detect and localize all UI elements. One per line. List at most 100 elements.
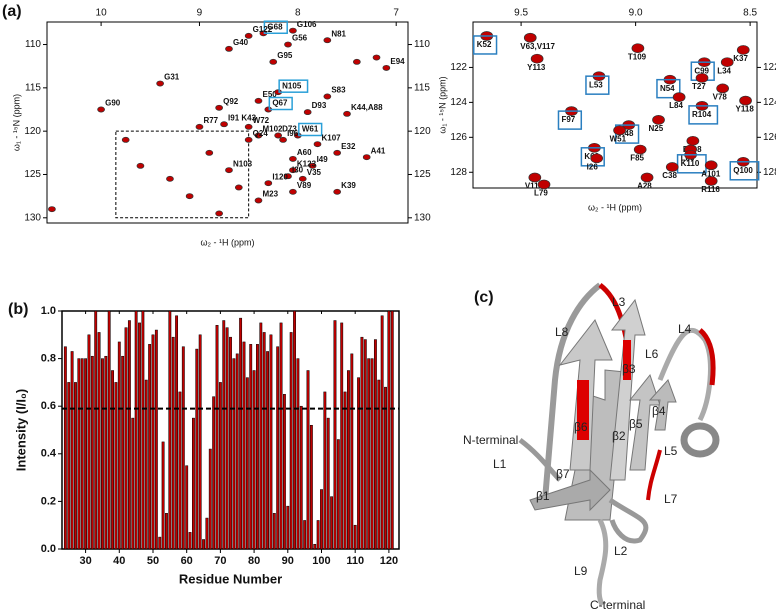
peak-label: K107 bbox=[322, 133, 342, 142]
protein-structure: N-terminal C-terminal L1 L2 L3 L4 L5 L6 … bbox=[463, 282, 720, 612]
peak-label: R104 bbox=[692, 110, 712, 119]
peak-label: G95 bbox=[277, 51, 293, 60]
plot-frame bbox=[472, 21, 758, 189]
peak-label: G106 bbox=[297, 20, 317, 29]
peak-label: E94 bbox=[390, 57, 405, 66]
plot-frame bbox=[46, 21, 409, 224]
peak-label: V35 bbox=[307, 168, 322, 177]
bar bbox=[218, 382, 222, 550]
bar bbox=[202, 539, 205, 550]
peak bbox=[631, 43, 645, 54]
strand bbox=[648, 379, 677, 431]
label-box bbox=[585, 75, 610, 95]
peak-label: K39 bbox=[341, 181, 356, 190]
peak bbox=[48, 206, 56, 213]
bar bbox=[269, 334, 273, 550]
bar bbox=[320, 489, 323, 550]
bar bbox=[373, 339, 377, 550]
x-tick-label: 50 bbox=[147, 555, 159, 567]
peak bbox=[695, 73, 709, 83]
bar bbox=[90, 355, 94, 550]
structure-label: β4 bbox=[652, 404, 666, 418]
bar bbox=[195, 348, 199, 550]
y-tick-label: 128 bbox=[450, 167, 467, 178]
peak-label: N81 bbox=[331, 29, 346, 38]
y-tick-label: 122 bbox=[763, 62, 776, 73]
bar bbox=[97, 332, 101, 550]
bar bbox=[168, 310, 172, 550]
bar bbox=[249, 344, 253, 550]
peak-label: Q92 bbox=[223, 97, 239, 106]
bar bbox=[272, 513, 276, 550]
peak bbox=[225, 45, 233, 52]
peak-label: C99 bbox=[694, 66, 709, 75]
bar bbox=[363, 339, 367, 550]
peak-label: R116 bbox=[701, 185, 720, 194]
structure-label: L6 bbox=[645, 347, 659, 361]
y-tick-label: 124 bbox=[763, 97, 776, 108]
peak-label: Y118 bbox=[736, 105, 755, 114]
y-tick-label: 115 bbox=[25, 82, 41, 93]
peak-label: V63,V117 bbox=[520, 42, 555, 51]
bar bbox=[222, 320, 226, 550]
bar bbox=[111, 370, 114, 550]
peak bbox=[704, 176, 718, 186]
y-tick-label: 128 bbox=[763, 167, 776, 178]
peak bbox=[523, 32, 537, 43]
bar bbox=[127, 320, 131, 550]
bar bbox=[171, 336, 175, 550]
label-box bbox=[729, 161, 760, 181]
bar bbox=[360, 336, 364, 550]
peak-label: Y113 bbox=[527, 63, 546, 72]
peak-label: W51 bbox=[610, 134, 627, 143]
peak bbox=[264, 180, 273, 187]
peak-label: G31 bbox=[164, 73, 180, 82]
bar bbox=[239, 317, 243, 550]
peak bbox=[254, 97, 263, 104]
peak bbox=[254, 132, 263, 139]
peak-label: G40 bbox=[233, 38, 249, 47]
peak-label: D93 bbox=[312, 101, 327, 110]
structure-label: C-terminal bbox=[590, 598, 645, 612]
peak bbox=[308, 162, 317, 169]
peak-label: V115 bbox=[525, 182, 544, 191]
bar bbox=[390, 310, 394, 550]
peak bbox=[665, 162, 679, 172]
bar bbox=[367, 358, 371, 550]
peak bbox=[590, 153, 604, 164]
bar bbox=[289, 332, 293, 550]
structure-label: N-terminal bbox=[463, 433, 518, 447]
peak bbox=[244, 136, 253, 143]
x-tick-label: 9.0 bbox=[629, 8, 643, 19]
bar bbox=[144, 379, 148, 550]
x-tick-label: 8.5 bbox=[743, 8, 757, 19]
x-tick-label: 90 bbox=[282, 555, 294, 567]
peak-label: L79 bbox=[534, 189, 548, 198]
bar bbox=[276, 346, 280, 550]
peak-label: E50 bbox=[262, 90, 277, 99]
bar bbox=[259, 322, 263, 550]
peak bbox=[372, 54, 381, 61]
peak bbox=[136, 162, 145, 169]
bar bbox=[205, 517, 209, 550]
peak-label: A101 bbox=[701, 169, 721, 178]
structure-label: L1 bbox=[493, 457, 507, 471]
bar bbox=[387, 310, 391, 550]
x-tick-label: 7 bbox=[393, 8, 399, 19]
peak bbox=[343, 110, 351, 117]
structure-label: L3 bbox=[612, 295, 626, 309]
y-tick-label: 110 bbox=[25, 39, 41, 50]
bar bbox=[232, 358, 236, 550]
panel-label: (c) bbox=[474, 289, 494, 306]
bar bbox=[178, 391, 182, 550]
x-tick-label: 9.5 bbox=[514, 8, 528, 19]
x-tick-label: 110 bbox=[346, 555, 364, 567]
bar bbox=[316, 520, 320, 550]
x-tick-label: 80 bbox=[248, 555, 260, 567]
structure-label: L9 bbox=[574, 564, 588, 578]
peak-label: R48 bbox=[619, 129, 634, 138]
bar bbox=[192, 417, 195, 550]
peak bbox=[244, 32, 253, 39]
structure-label: L8 bbox=[555, 325, 569, 339]
peak bbox=[640, 172, 654, 183]
